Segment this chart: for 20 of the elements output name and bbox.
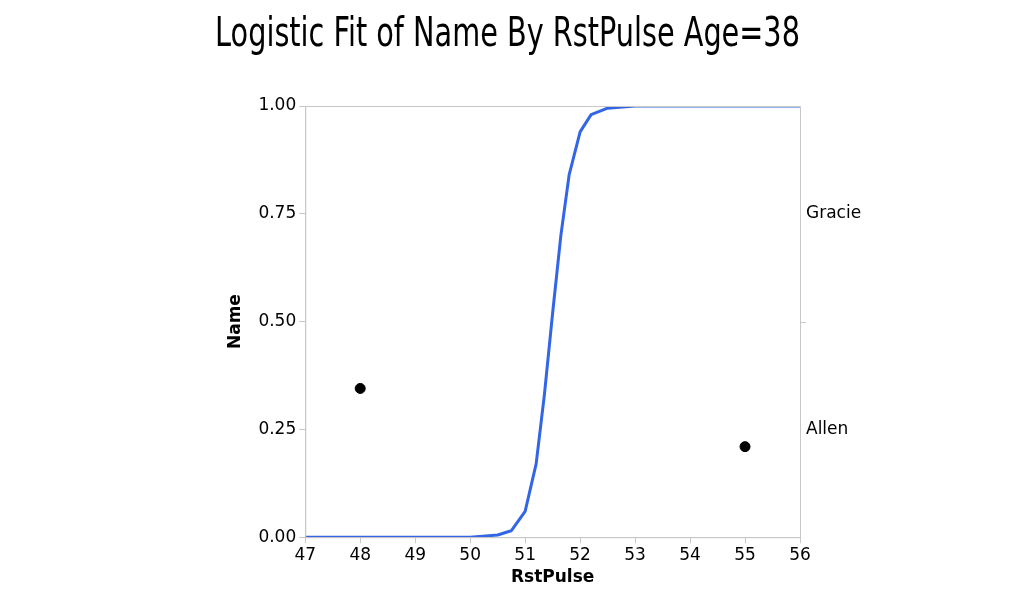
x-tick-label: 55 — [734, 543, 756, 564]
x-tick-label: 51 — [514, 543, 536, 564]
x-tick-label: 54 — [679, 543, 701, 564]
y-tick-label: 0.50 — [258, 310, 297, 331]
x-tick-label: 52 — [569, 543, 591, 564]
y-tick-label: 1.00 — [258, 94, 297, 115]
text: Allen — [806, 417, 849, 438]
y-tick-label: 0.00 — [258, 525, 297, 546]
y-tick-label: 0.25 — [258, 417, 297, 438]
x-tick-label: 49 — [404, 543, 427, 564]
x-tick-label: 56 — [789, 543, 811, 564]
x-tick-label: 50 — [459, 543, 481, 564]
y-axis-title: Name — [223, 294, 244, 350]
y-tick-label: 0.75 — [258, 202, 297, 223]
x-axis-title: RstPulse — [510, 566, 595, 587]
text: Gracie — [806, 202, 862, 223]
chart-title: Logistic Fit of Name By RstPulse Age=38 — [215, 9, 800, 56]
x-tick-label: 48 — [349, 543, 372, 564]
x-tick-label: 53 — [624, 543, 646, 564]
x-tick-label: 47 — [294, 543, 317, 564]
